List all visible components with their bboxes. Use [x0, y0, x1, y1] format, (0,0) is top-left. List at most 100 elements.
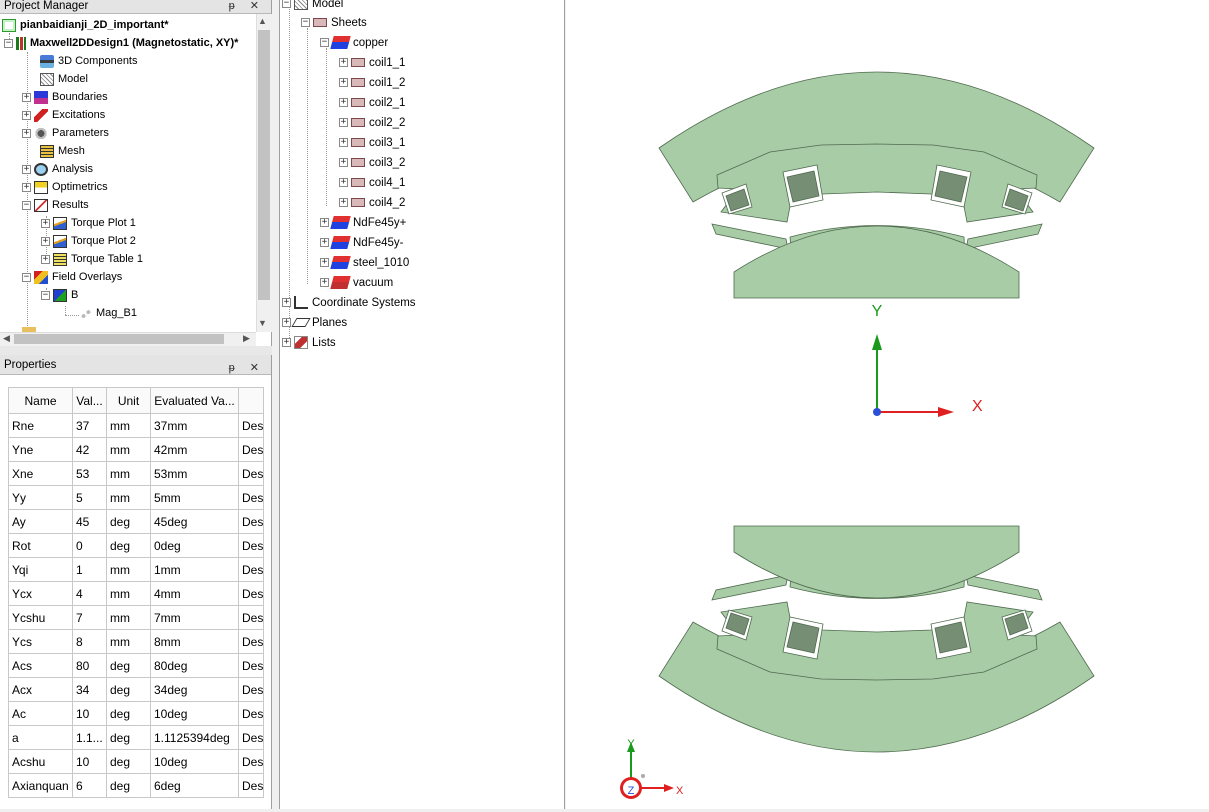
magnet[interactable] — [1004, 612, 1029, 636]
property-cell[interactable]: Acshu — [8, 749, 73, 774]
pm-horizontal-scroll-thumb[interactable] — [14, 334, 224, 344]
property-row[interactable]: Xne 53 mm 53mm Des — [8, 461, 265, 486]
property-cell[interactable]: 34 — [72, 677, 107, 702]
stator-yoke[interactable] — [716, 601, 1038, 681]
model-tree-item-ndfe45y-plus[interactable]: + NdFe45y+ — [320, 216, 407, 230]
pm-item-mag-b1[interactable]: Mag_B1 — [80, 304, 137, 322]
model-tree-item-coil[interactable]: + coil4_1 — [339, 177, 406, 189]
column-header[interactable] — [237, 387, 265, 414]
expand-icon[interactable]: + — [339, 177, 348, 188]
pm-item-boundaries[interactable]: + Boundaries — [22, 90, 108, 104]
expand-icon[interactable]: + — [320, 237, 329, 248]
model-tree-item-vacuum[interactable]: + vacuum — [320, 276, 394, 290]
property-cell[interactable]: deg — [106, 725, 151, 750]
magnet[interactable] — [725, 188, 750, 212]
property-cell[interactable]: Rne — [8, 413, 73, 438]
pm-item-3d-components[interactable]: 3D Components — [40, 52, 138, 70]
model-tree-item-coil[interactable]: + coil3_1 — [339, 137, 406, 149]
panel-splitter[interactable] — [0, 346, 272, 355]
property-cell[interactable]: 6 — [72, 773, 107, 798]
column-header[interactable]: Evaluated Va... — [150, 387, 239, 414]
scroll-up-icon[interactable]: ▲ — [258, 16, 267, 26]
property-cell[interactable]: 5 — [72, 485, 107, 510]
expand-icon[interactable]: + — [41, 253, 50, 264]
property-cell[interactable]: 10deg — [150, 749, 239, 774]
collapse-icon[interactable]: − — [22, 199, 31, 210]
property-cell[interactable]: Xne — [8, 461, 73, 486]
property-cell[interactable]: mm — [106, 557, 151, 582]
property-cell[interactable]: 8mm — [150, 629, 239, 654]
expand-icon[interactable]: + — [339, 117, 348, 128]
expand-icon[interactable]: + — [22, 91, 31, 102]
property-cell[interactable]: deg — [106, 653, 151, 678]
property-row[interactable]: Acshu 10 deg 10deg Des — [8, 749, 265, 774]
panel-buttons[interactable]: ᵽ ✕ — [228, 362, 265, 374]
pm-item-torque-table-1[interactable]: + Torque Table 1 — [41, 252, 143, 266]
model-tree-item-copper[interactable]: − copper — [320, 36, 389, 50]
property-cell[interactable]: Ac — [8, 701, 73, 726]
model-tree-item-lists[interactable]: + Lists — [282, 336, 336, 350]
property-row[interactable]: Ycx 4 mm 4mm Des — [8, 581, 265, 606]
expand-icon[interactable]: + — [22, 109, 31, 120]
pm-item-field-b[interactable]: − B — [41, 288, 79, 302]
property-row[interactable]: Ycs 8 mm 8mm Des — [8, 629, 265, 654]
property-cell[interactable]: 42 — [72, 437, 107, 462]
property-cell[interactable]: 0deg — [150, 533, 239, 558]
property-cell[interactable]: 4 — [72, 581, 107, 606]
collapse-icon[interactable]: − — [301, 17, 310, 28]
collapse-icon[interactable]: − — [4, 37, 13, 48]
collapse-icon[interactable]: − — [282, 0, 291, 9]
collapse-icon[interactable]: − — [22, 271, 31, 282]
property-cell[interactable]: Des — [237, 437, 265, 462]
property-cell[interactable]: 37mm — [150, 413, 239, 438]
pm-item-mesh[interactable]: Mesh — [40, 142, 85, 160]
model-tree-item-model[interactable]: − Model — [282, 0, 343, 13]
property-cell[interactable]: Axianquan — [8, 773, 73, 798]
property-cell[interactable]: Des — [237, 557, 265, 582]
expand-icon[interactable]: + — [339, 137, 348, 148]
property-cell[interactable]: Des — [237, 629, 265, 654]
property-cell[interactable]: 0 — [72, 533, 107, 558]
coil[interactable] — [934, 170, 968, 203]
collapse-icon[interactable]: − — [320, 37, 329, 48]
property-cell[interactable]: Ay — [8, 509, 73, 534]
property-cell[interactable]: Acs — [8, 653, 73, 678]
property-cell[interactable]: mm — [106, 485, 151, 510]
scroll-left-icon[interactable]: ◀ — [3, 333, 10, 343]
property-cell[interactable]: 7mm — [150, 605, 239, 630]
model-tree-item-coordinate-systems[interactable]: + Coordinate Systems — [282, 296, 416, 310]
property-cell[interactable]: Des — [237, 581, 265, 606]
property-row[interactable]: Ycshu 7 mm 7mm Des — [8, 605, 265, 630]
property-cell[interactable]: 37 — [72, 413, 107, 438]
design-node[interactable]: − Maxwell2DDesign1 (Magnetostatic, XY)* — [4, 36, 239, 50]
expand-icon[interactable]: + — [41, 235, 50, 246]
property-row[interactable]: Ac 10 deg 10deg Des — [8, 701, 265, 726]
expand-icon[interactable]: + — [41, 217, 50, 228]
property-cell[interactable]: deg — [106, 677, 151, 702]
property-cell[interactable]: Yy — [8, 485, 73, 510]
property-cell[interactable]: 7 — [72, 605, 107, 630]
property-cell[interactable]: Des — [237, 749, 265, 774]
property-cell[interactable]: 10 — [72, 749, 107, 774]
collapse-icon[interactable]: − — [41, 289, 50, 300]
property-cell[interactable]: 10deg — [150, 701, 239, 726]
property-cell[interactable]: deg — [106, 749, 151, 774]
property-cell[interactable]: 1.1125394deg — [150, 725, 239, 750]
stator-yoke[interactable] — [716, 143, 1038, 223]
expand-icon[interactable]: + — [282, 317, 291, 328]
pm-item-analysis[interactable]: + Analysis — [22, 162, 93, 176]
property-row[interactable]: Rne 37 mm 37mm Des — [8, 413, 265, 438]
coil[interactable] — [934, 621, 968, 654]
property-cell[interactable]: Des — [237, 509, 265, 534]
property-cell[interactable]: Yne — [8, 437, 73, 462]
property-cell[interactable]: mm — [106, 413, 151, 438]
model-tree-item-steel-1010[interactable]: + steel_1010 — [320, 256, 410, 270]
property-cell[interactable]: 80deg — [150, 653, 239, 678]
panel-buttons[interactable]: ᵽ ✕ — [228, 0, 265, 12]
property-cell[interactable]: Ycs — [8, 629, 73, 654]
expand-icon[interactable]: + — [339, 157, 348, 168]
model-tree-item-coil[interactable]: + coil2_2 — [339, 117, 406, 129]
property-cell[interactable]: mm — [106, 581, 151, 606]
property-row[interactable]: Acs 80 deg 80deg Des — [8, 653, 265, 678]
expand-icon[interactable]: + — [339, 197, 348, 208]
